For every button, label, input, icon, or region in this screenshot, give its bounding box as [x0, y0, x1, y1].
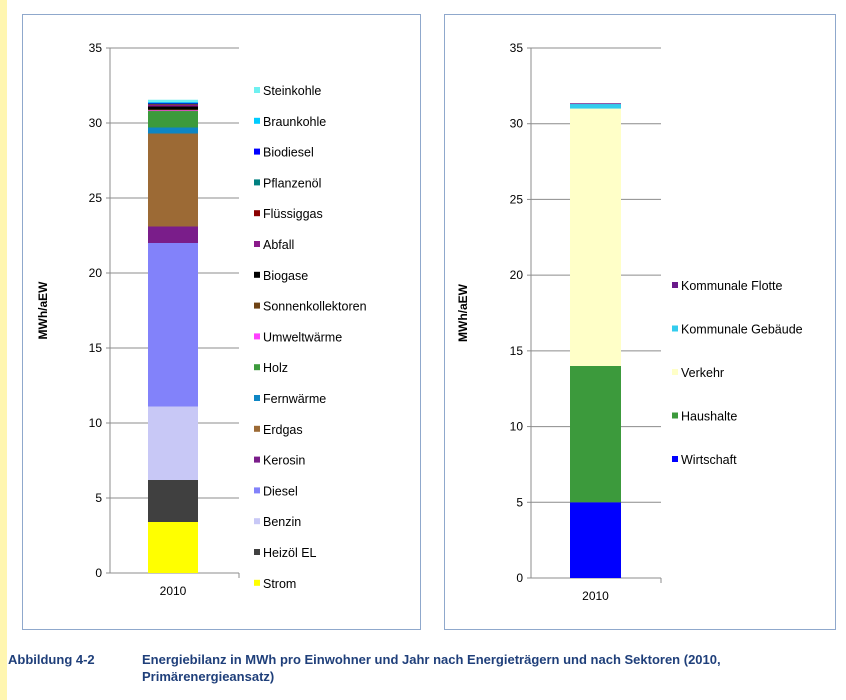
chart-panel-energy-carriers: 0 5 10 15 20 25 30 35 2010 MWh/aEW Steinkohle Braun… — [22, 14, 421, 630]
bar-segment-heizoel-el — [148, 480, 198, 522]
y-tick-label: 0 — [95, 566, 102, 580]
bar-segment-umweltwaerme — [148, 110, 198, 112]
legend-swatch-wirtschaft — [672, 456, 678, 462]
legend-label-erdgas: Erdgas — [263, 423, 303, 437]
bar-segment-biodiesel — [148, 102, 198, 104]
bar-segment-biogase — [148, 106, 198, 110]
y-tick-label: 0 — [516, 571, 523, 585]
y-tick-label: 20 — [510, 268, 524, 282]
legend-label-steinkohle: Steinkohle — [263, 84, 321, 98]
legend-label-haushalte: Haushalte — [681, 410, 737, 424]
bar-segment-verkehr — [570, 108, 621, 367]
legend-swatch-fluessiggas — [254, 210, 260, 217]
legend-label-benzin: Benzin — [263, 515, 301, 529]
chart-energy-carriers: 0 5 10 15 20 25 30 35 2010 MWh/aEW Steinkohle Braun… — [36, 41, 367, 598]
legend-label-kommunale-gebaeude: Kommunale Gebäude — [681, 323, 803, 337]
legend-label-kommunale-flotte: Kommunale Flotte — [681, 279, 782, 293]
legend-label-abfall: Abfall — [263, 238, 294, 252]
legend-swatch-verkehr — [672, 369, 678, 375]
legend-swatch-biogase — [254, 271, 260, 278]
legend-swatch-fernwaerme — [254, 395, 260, 401]
bar-segment-strom — [148, 522, 198, 573]
legend-label-verkehr: Verkehr — [681, 366, 724, 380]
chart-panel-sectors: 0 5 10 15 20 25 30 35 2010 MWh/aEW Kommunale Flott… — [444, 14, 836, 630]
legend-label-biogase: Biogase — [263, 269, 308, 283]
legend-label-strom: Strom — [263, 577, 296, 591]
bar-segment-sonnenkollektoren — [148, 109, 198, 111]
y-tick-label: 10 — [89, 416, 103, 430]
bar-segment-fernwaerme — [148, 127, 198, 134]
legend-label-fernwaerme: Fernwärme — [263, 392, 326, 406]
legend-swatch-benzin — [254, 518, 260, 525]
bar-segment-wirtschaft — [570, 502, 621, 578]
y-tick-label: 10 — [510, 420, 524, 434]
legend-label-sonnenkollektoren: Sonnenkollektoren — [263, 300, 367, 314]
y-tick-label: 25 — [510, 192, 524, 206]
legend-label-braunkohle: Braunkohle — [263, 115, 326, 129]
y-tick-label: 20 — [89, 266, 103, 280]
bar-segment-haushalte — [570, 366, 621, 503]
y-axis-label: MWh/aEW — [456, 283, 470, 342]
page-edge-strip — [0, 0, 7, 700]
bar-segment-braunkohle — [148, 102, 198, 103]
legend-label-fluessiggas: Flüssiggas — [263, 207, 323, 221]
legend-swatch-pflanzenoel — [254, 179, 260, 186]
bar-segment-benzin — [148, 406, 198, 480]
legend-label-diesel: Diesel — [263, 484, 298, 498]
legend-label-holz: Holz — [263, 361, 288, 375]
bar-segment-holz — [148, 111, 198, 128]
y-tick-label: 25 — [89, 191, 103, 205]
legend-label-heizoel-el: Heizöl EL — [263, 546, 317, 560]
y-tick-label: 35 — [89, 41, 103, 55]
bar-segment-pflanzenoel — [148, 103, 198, 105]
legend-label-umweltwaerme: Umweltwärme — [263, 330, 342, 344]
legend-swatch-diesel — [254, 487, 260, 494]
bar-segment-kommunale-flotte — [570, 103, 621, 105]
legend-label-biodiesel: Biodiesel — [263, 146, 314, 160]
bar-segment-abfall — [148, 105, 198, 107]
legend-swatch-kommunale-gebaeude — [672, 325, 678, 332]
legend-label-wirtschaft: Wirtschaft — [681, 453, 737, 467]
y-axis-label: MWh/aEW — [36, 281, 50, 340]
y-tick-label: 15 — [89, 341, 103, 355]
legend-swatch-strom — [254, 579, 260, 586]
legend-swatch-heizoel-el — [254, 549, 260, 555]
legend-swatch-holz — [254, 364, 260, 371]
y-tick-label: 30 — [510, 117, 524, 131]
bar-segment-kommunale-gebaeude — [570, 104, 621, 109]
bar-segment-kerosin — [148, 226, 198, 243]
y-tick-label: 5 — [516, 495, 523, 509]
y-tick-label: 15 — [510, 344, 524, 358]
legend-swatch-haushalte — [672, 412, 678, 419]
bar-segment-diesel — [148, 243, 198, 407]
y-tick-label: 5 — [95, 491, 102, 505]
y-tick-label: 30 — [89, 116, 103, 130]
legend-swatch-kommunale-flotte — [672, 282, 678, 288]
y-tick-label: 35 — [510, 41, 524, 55]
legend-swatch-abfall — [254, 241, 260, 247]
legend-swatch-umweltwaerme — [254, 333, 260, 340]
legend-swatch-erdgas — [254, 425, 260, 432]
bar-segment-erdgas — [148, 133, 198, 227]
legend-swatch-kerosin — [254, 456, 260, 463]
legend-label-kerosin: Kerosin — [263, 454, 305, 468]
caption-label: Abbildung 4-2 — [8, 652, 95, 667]
legend-swatch-steinkohle — [254, 87, 260, 93]
bar-segment-fluessiggas — [148, 104, 198, 106]
bar-segment-steinkohle — [148, 99, 198, 102]
caption-text: Energiebilanz in MWh pro Einwohner und J… — [142, 652, 721, 684]
legend-swatch-biodiesel — [254, 148, 260, 155]
x-tick-label: 2010 — [582, 589, 609, 603]
legend-swatch-braunkohle — [254, 117, 260, 124]
legend-label-pflanzenoel: Pflanzenöl — [263, 176, 321, 190]
chart-sectors: 0 5 10 15 20 25 30 35 2010 MWh/aEW Kommunale Flott… — [456, 41, 803, 603]
legend-swatch-sonnenkollektoren — [254, 302, 260, 309]
x-tick-label: 2010 — [160, 584, 187, 598]
